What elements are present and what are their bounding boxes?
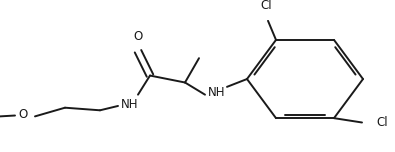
Text: Cl: Cl	[376, 116, 387, 129]
Text: O: O	[19, 108, 28, 121]
Text: Cl: Cl	[260, 0, 272, 12]
Text: O: O	[134, 29, 143, 43]
Text: NH: NH	[121, 98, 139, 111]
Text: NH: NH	[208, 86, 226, 99]
